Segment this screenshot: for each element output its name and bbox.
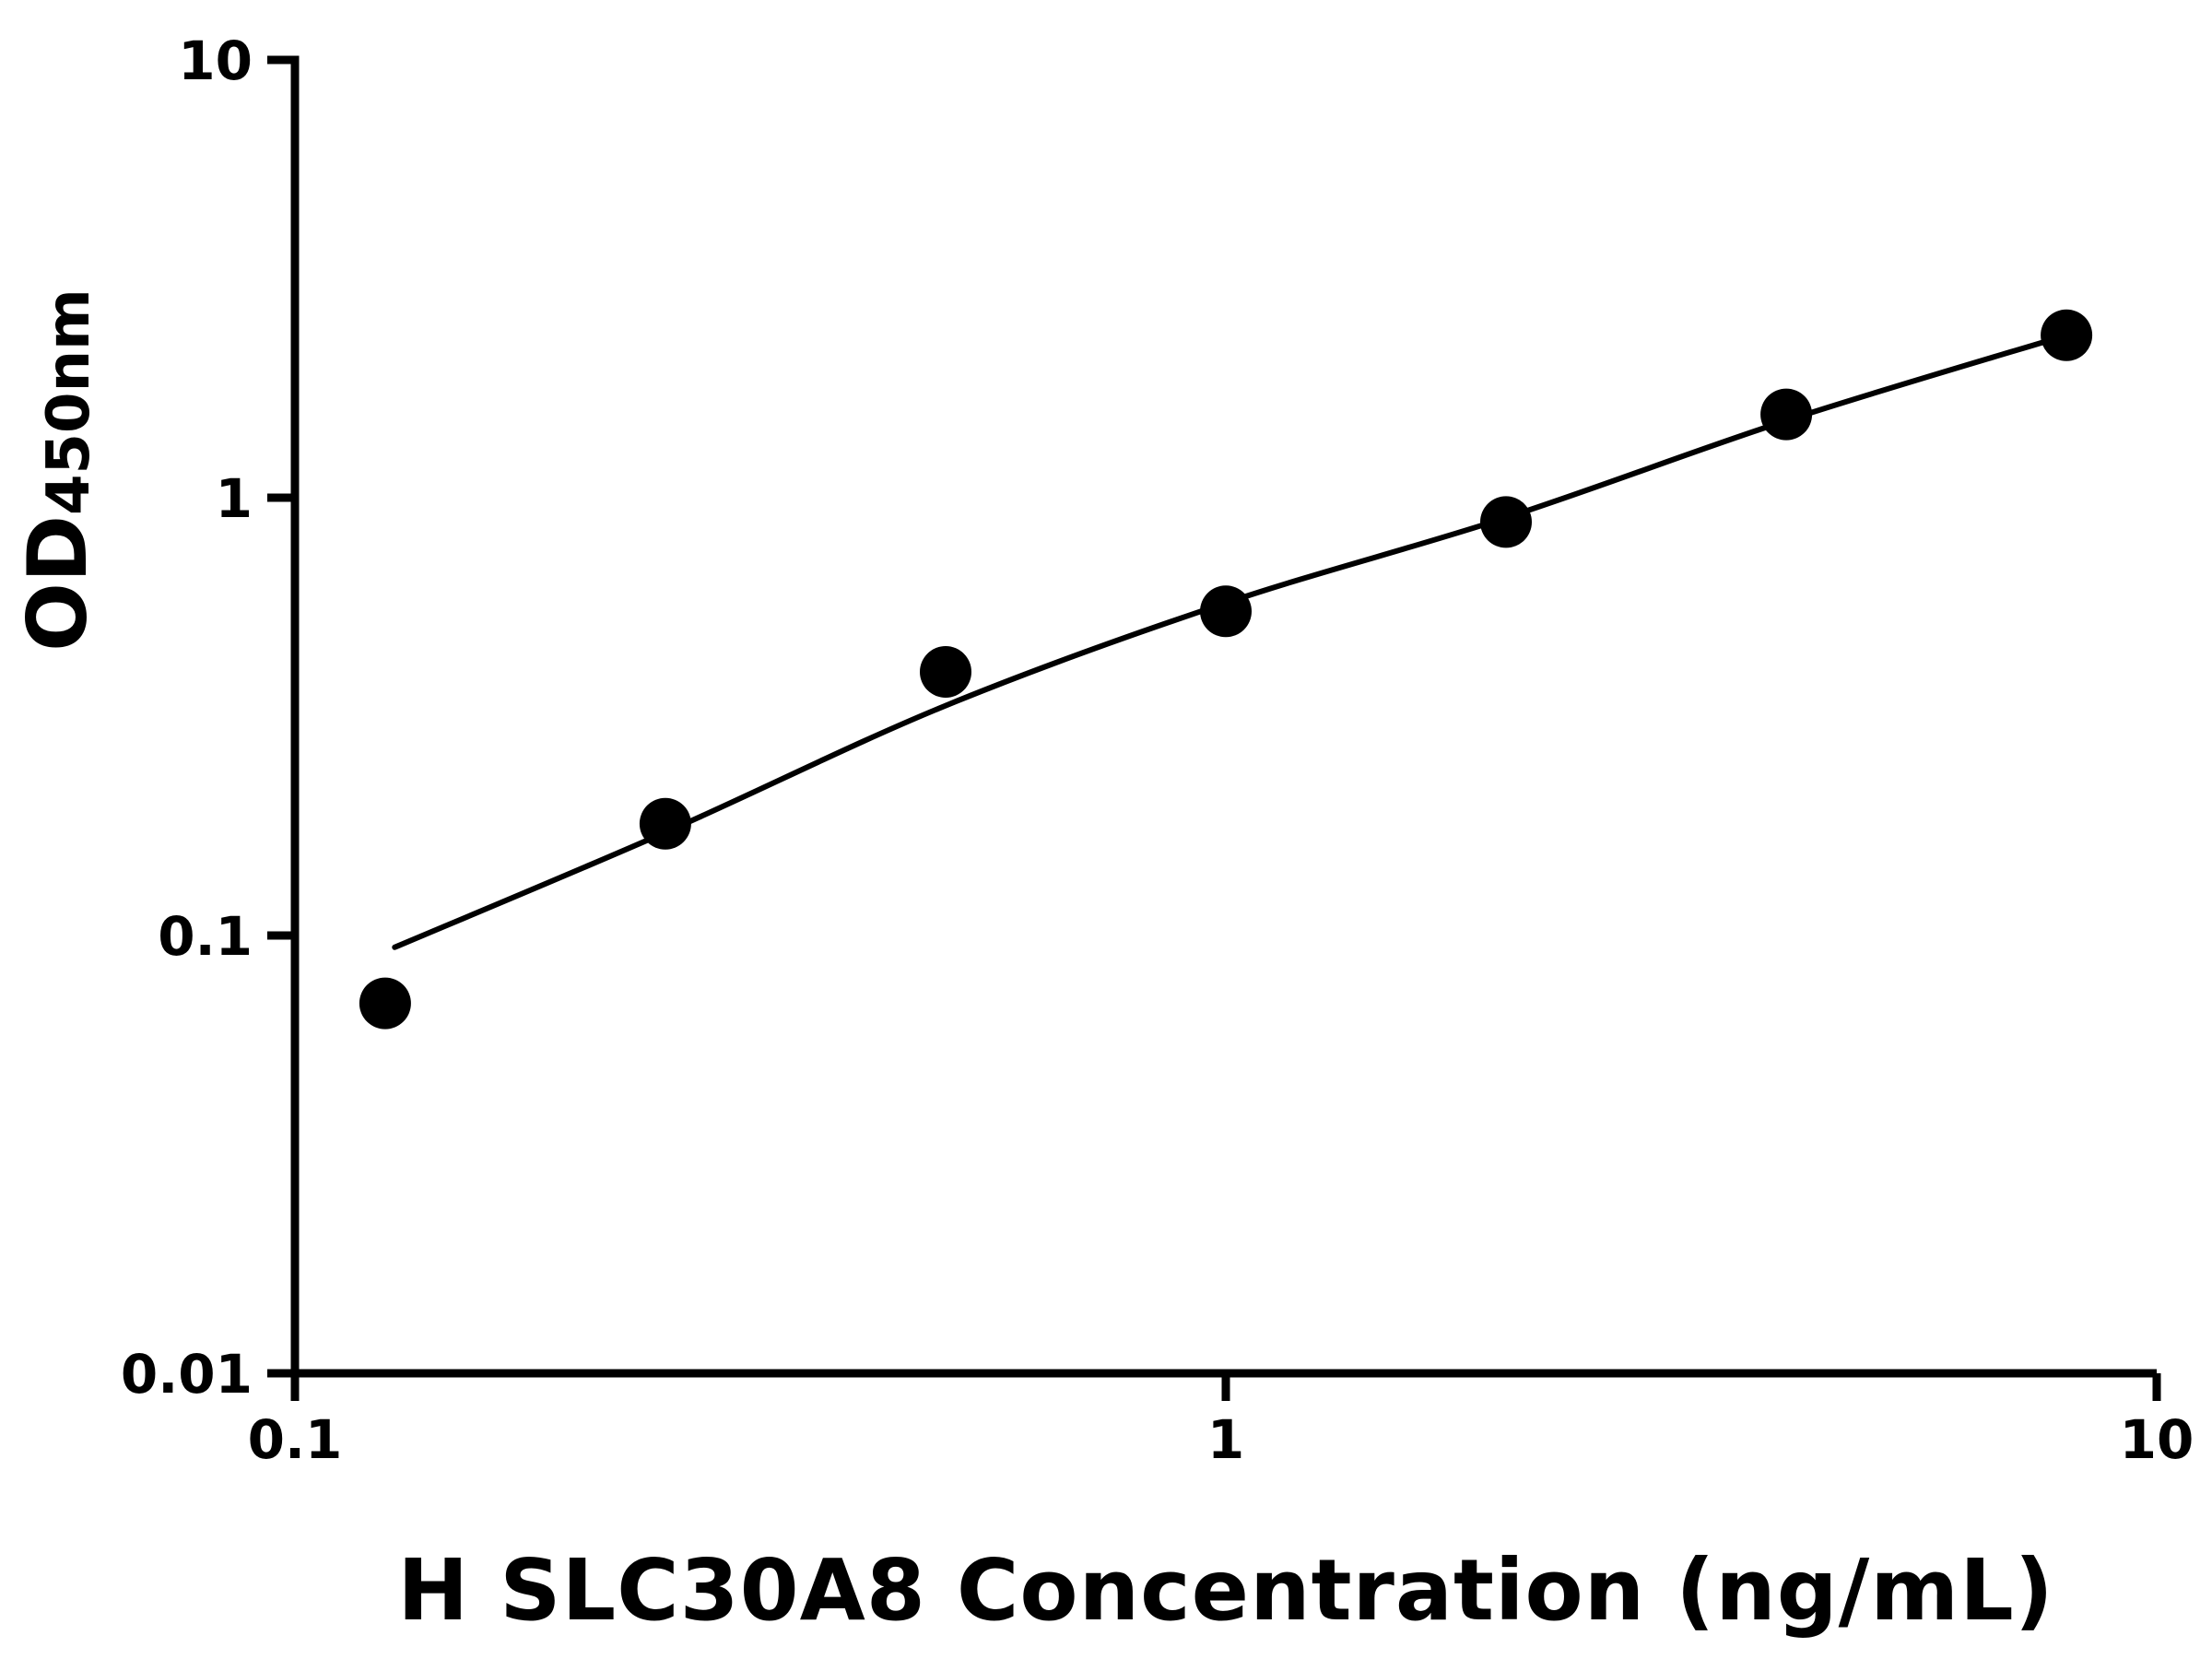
y-axis-title-subscript: 450nm xyxy=(34,288,103,515)
data-point xyxy=(2041,309,2093,361)
y-axis-title-main: OD xyxy=(9,515,105,652)
y-tick-label: 1 xyxy=(216,467,253,530)
y-tick-label: 0.1 xyxy=(158,905,253,968)
y-tick-label: 0.01 xyxy=(121,1343,253,1406)
data-point xyxy=(920,646,971,698)
y-axis-title: OD 450nm xyxy=(6,286,108,654)
data-point xyxy=(1200,585,1252,638)
x-axis-title: H SLC30A8 Concentration (ng/mL) xyxy=(397,1541,2054,1640)
y-tick-label: 10 xyxy=(178,29,253,92)
x-tick-label: 1 xyxy=(1207,1408,1244,1471)
data-point xyxy=(1480,496,1532,548)
data-point xyxy=(359,977,411,1030)
x-tick-label: 10 xyxy=(2120,1408,2194,1471)
data-point xyxy=(639,797,691,850)
data-point xyxy=(1760,388,1813,441)
axes xyxy=(290,55,2157,1378)
x-tick-label: 0.1 xyxy=(248,1408,343,1471)
fit-curve xyxy=(392,332,2070,950)
